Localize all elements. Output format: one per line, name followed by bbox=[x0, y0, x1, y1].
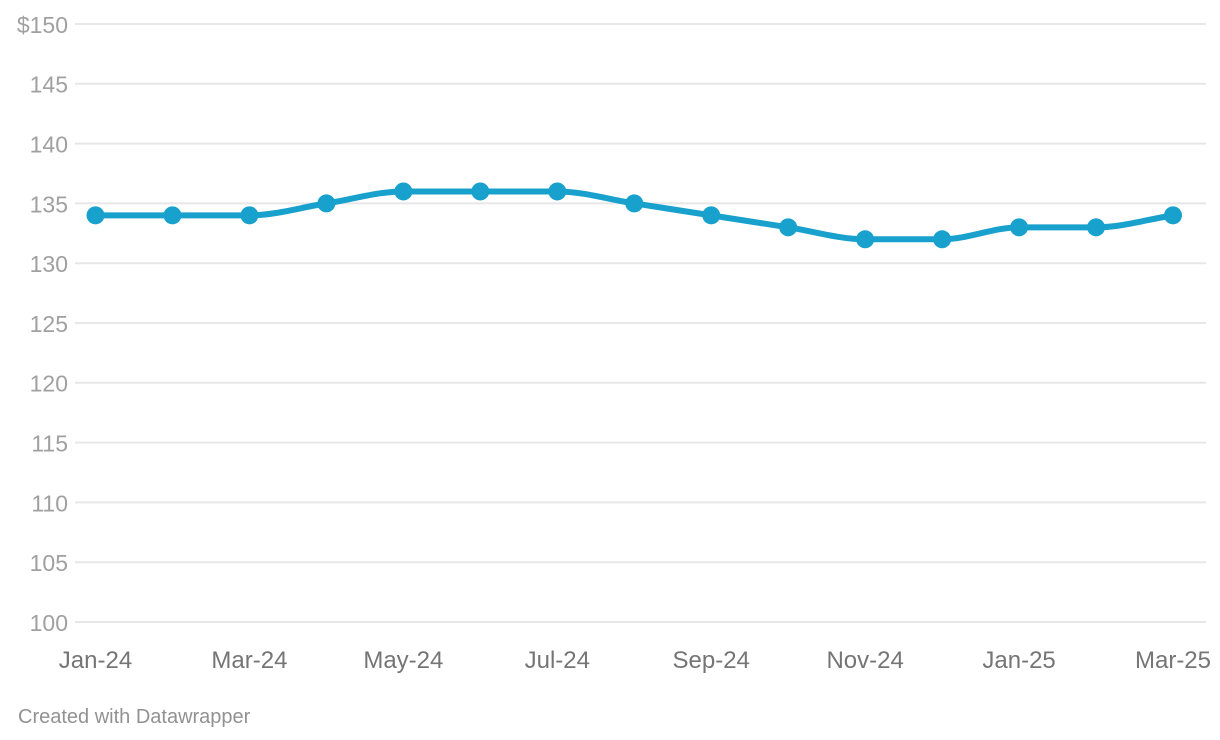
x-axis-tick-label: Mar-24 bbox=[211, 647, 287, 674]
y-axis-tick-label: 140 bbox=[30, 132, 68, 158]
x-axis-tick-label: May-24 bbox=[363, 647, 443, 674]
x-axis-tick-label: Mar-25 bbox=[1135, 647, 1211, 674]
y-axis-tick-label: 145 bbox=[30, 72, 68, 98]
data-point-Nov-24[interactable] bbox=[856, 230, 875, 249]
data-point-Mar-24[interactable] bbox=[240, 206, 259, 225]
x-axis-tick-label: Jan-24 bbox=[59, 647, 132, 674]
data-point-Jan-25[interactable] bbox=[1010, 218, 1029, 237]
y-axis-tick-label: 120 bbox=[30, 371, 68, 397]
y-axis-tick-label: 125 bbox=[30, 311, 68, 337]
y-axis-tick-label: 105 bbox=[30, 550, 68, 576]
data-point-Feb-25[interactable] bbox=[1087, 218, 1106, 237]
line-chart: $150 145 140 135 130 125 120 115 110 105 100 Jan-24… bbox=[0, 0, 1220, 700]
data-point-Apr-24[interactable] bbox=[317, 194, 336, 213]
data-point-Jun-24[interactable] bbox=[471, 182, 490, 201]
datawrapper-attribution-link[interactable]: Created with Datawrapper bbox=[18, 706, 251, 728]
x-axis-tick-label: Jan-25 bbox=[982, 647, 1055, 674]
chart-canvas[interactable]: $150 145 140 135 130 125 120 115 110 105 100 Jan-24… bbox=[0, 0, 1220, 700]
data-point-Mar-25[interactable] bbox=[1164, 206, 1182, 225]
data-point-Jul-24[interactable] bbox=[548, 182, 567, 201]
data-point-May-24[interactable] bbox=[394, 182, 413, 201]
data-point-Oct-24[interactable] bbox=[779, 218, 798, 237]
y-axis-tick-label: 130 bbox=[30, 251, 68, 277]
data-point-Aug-24[interactable] bbox=[625, 194, 644, 213]
y-axis-tick-label: 100 bbox=[30, 610, 68, 636]
y-axis-tick-label: 115 bbox=[31, 431, 68, 457]
data-point-Jan-24[interactable] bbox=[86, 206, 105, 225]
data-point-Feb-24[interactable] bbox=[163, 206, 182, 225]
x-axis-tick-label: Sep-24 bbox=[673, 647, 750, 674]
data-point-Dec-24[interactable] bbox=[933, 230, 952, 249]
data-point-Sep-24[interactable] bbox=[702, 206, 721, 225]
x-axis-tick-label: Jul-24 bbox=[525, 647, 590, 674]
y-axis-tick-label: 110 bbox=[31, 490, 68, 516]
y-axis-tick-label: $150 bbox=[17, 12, 68, 38]
x-axis-tick-label: Nov-24 bbox=[826, 647, 903, 674]
y-axis-tick-label: 135 bbox=[30, 191, 68, 217]
chart-footer: Created with Datawrapper bbox=[18, 705, 250, 729]
